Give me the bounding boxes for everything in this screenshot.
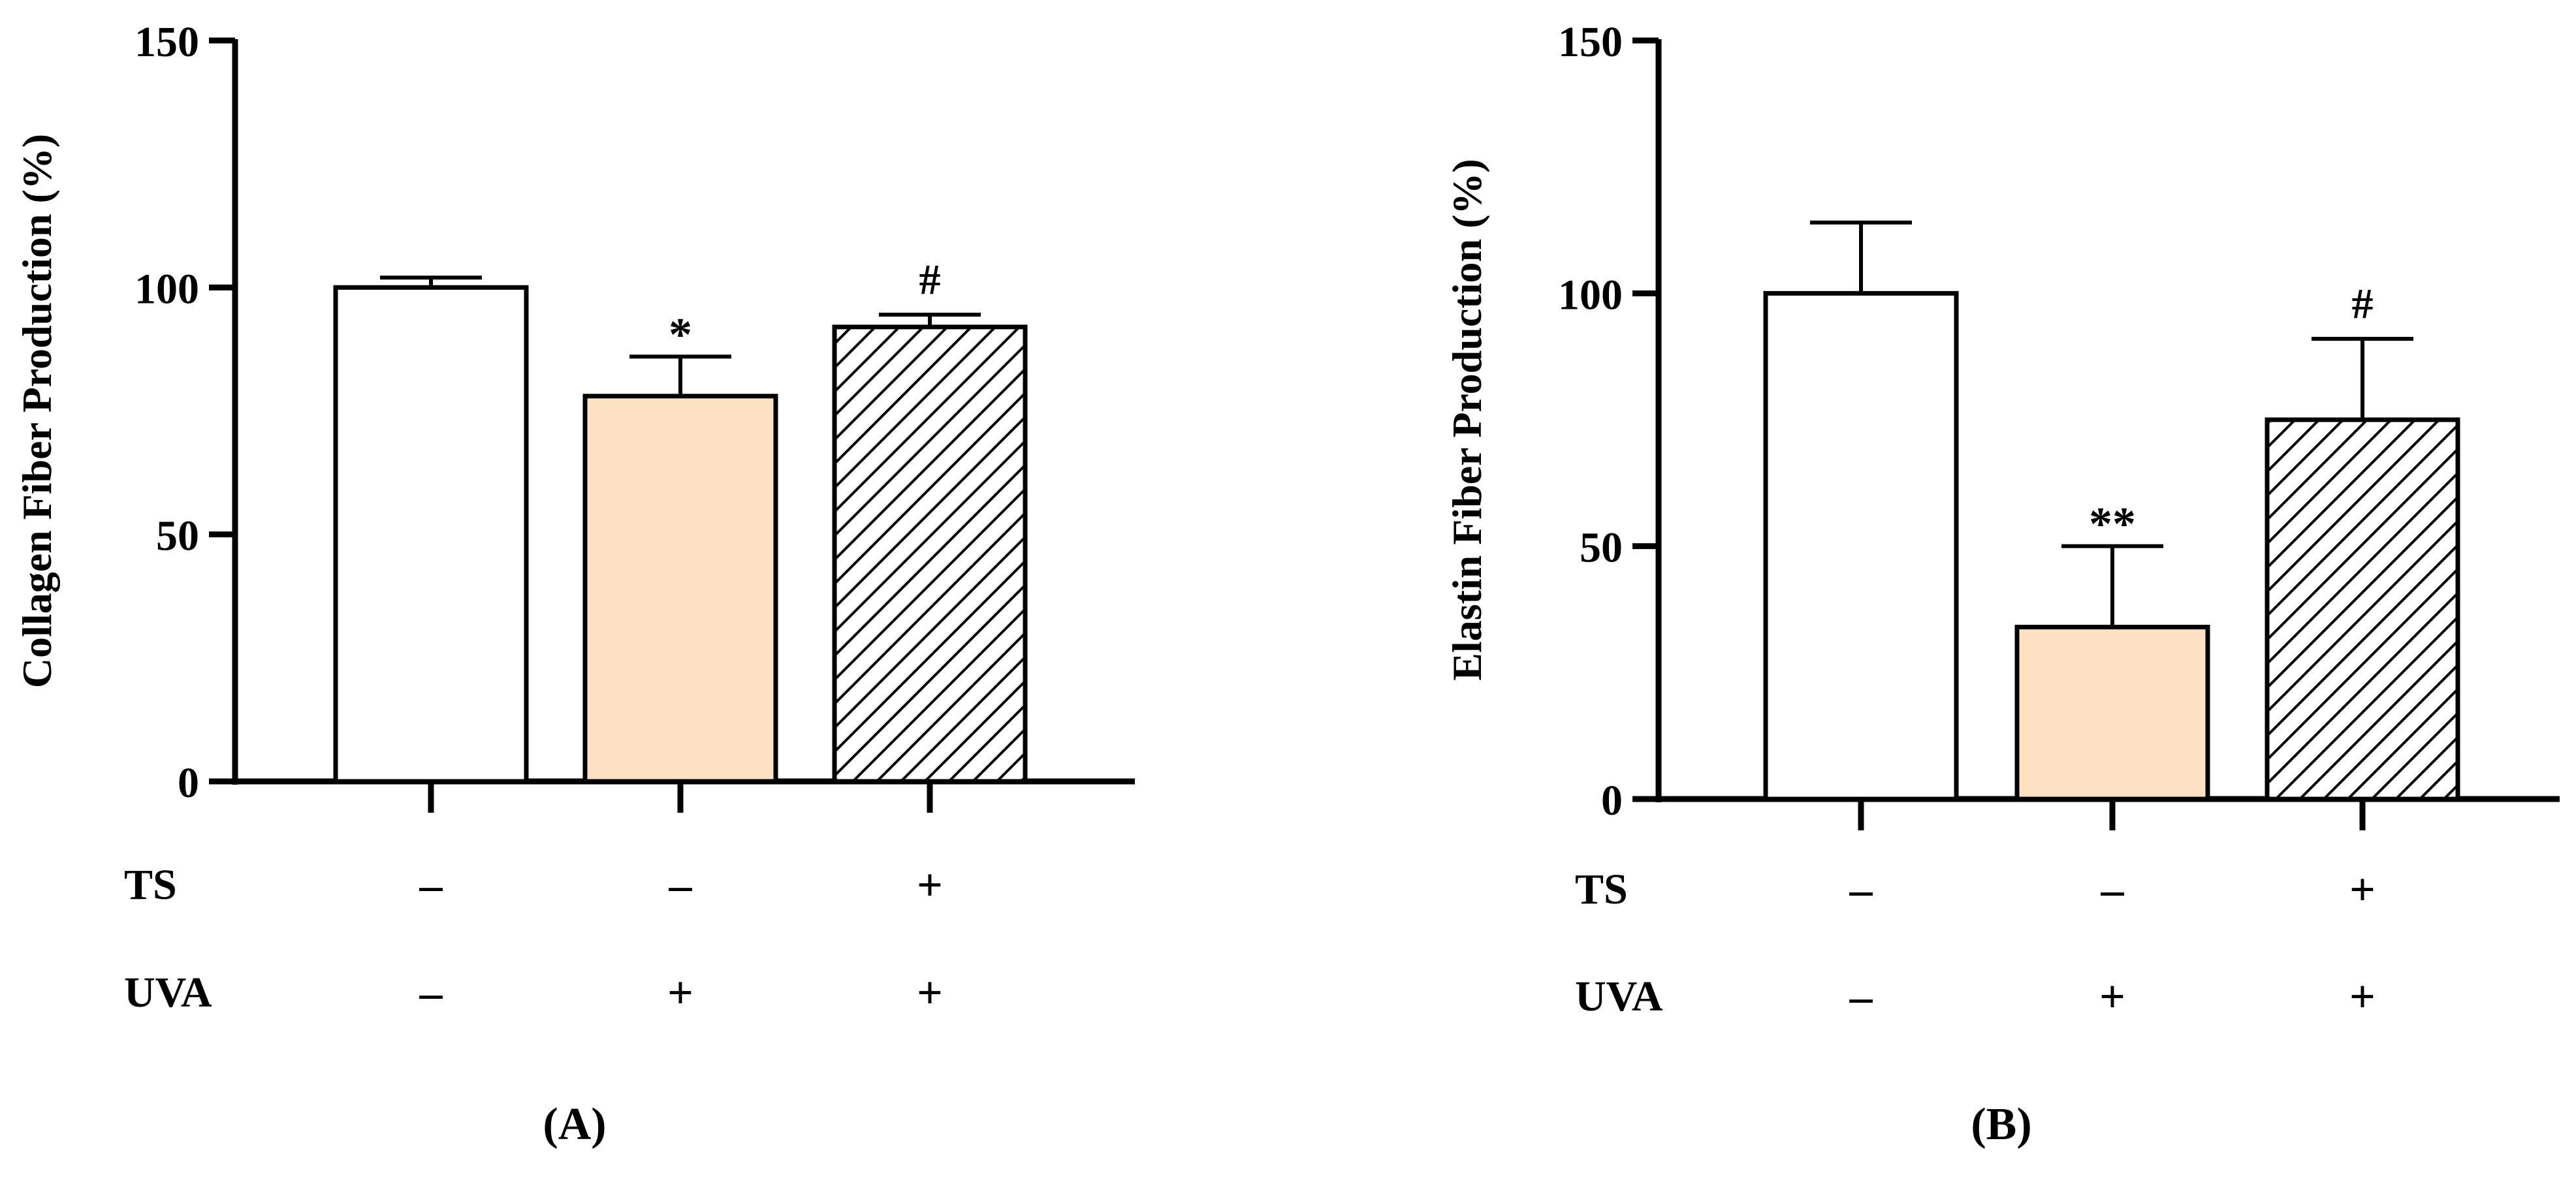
significance-mark: * xyxy=(669,308,692,360)
condition-value: – xyxy=(669,860,693,911)
y-tick-label: 100 xyxy=(135,265,199,313)
y-tick-label: 0 xyxy=(1601,777,1623,824)
panel-a: 0 50 100 150 Collagen Fiber Production (%) * #… xyxy=(14,18,1135,1150)
condition-value: + xyxy=(2349,865,2376,915)
condition-value: + xyxy=(917,860,943,911)
condition-label-uva: UVA xyxy=(124,969,212,1016)
condition-value: – xyxy=(1849,865,1873,915)
condition-value: + xyxy=(2099,972,2125,1022)
significance-mark: # xyxy=(2352,280,2374,328)
bar xyxy=(2265,417,2460,802)
y-tick-label: 100 xyxy=(1558,271,1623,319)
bar xyxy=(2014,625,2210,802)
y-tick-label: 50 xyxy=(156,512,199,560)
condition-label-ts: TS xyxy=(1575,866,1628,913)
panel-label: (A) xyxy=(543,1099,606,1150)
significance-mark: # xyxy=(919,256,941,304)
condition-label-uva: UVA xyxy=(1575,973,1663,1020)
bar xyxy=(333,285,529,784)
bar xyxy=(1763,290,1959,802)
y-tick-label: 50 xyxy=(1580,524,1623,572)
panel-label: (B) xyxy=(1971,1099,2031,1150)
y-tick-label: 150 xyxy=(1558,18,1623,66)
condition-value: + xyxy=(2349,972,2376,1022)
condition-value: – xyxy=(1849,972,1873,1022)
y-tick-label: 150 xyxy=(135,18,199,66)
condition-value: – xyxy=(419,860,443,911)
condition-label-ts: TS xyxy=(124,861,177,909)
condition-value: – xyxy=(2101,865,2125,915)
y-axis-label: Collagen Fiber Production (%) xyxy=(14,134,60,688)
y-tick-label: 0 xyxy=(178,759,199,807)
panel-b: 0 50 100 150 Elastin Fiber Production (%) ** #… xyxy=(1444,18,2560,1150)
condition-value: – xyxy=(419,968,443,1018)
bar xyxy=(582,394,778,784)
condition-value: + xyxy=(917,968,943,1018)
bar xyxy=(832,324,1028,784)
y-axis-label: Elastin Fiber Production (%) xyxy=(1444,159,1490,680)
condition-value: + xyxy=(667,968,693,1018)
significance-mark: ** xyxy=(2089,498,2136,550)
